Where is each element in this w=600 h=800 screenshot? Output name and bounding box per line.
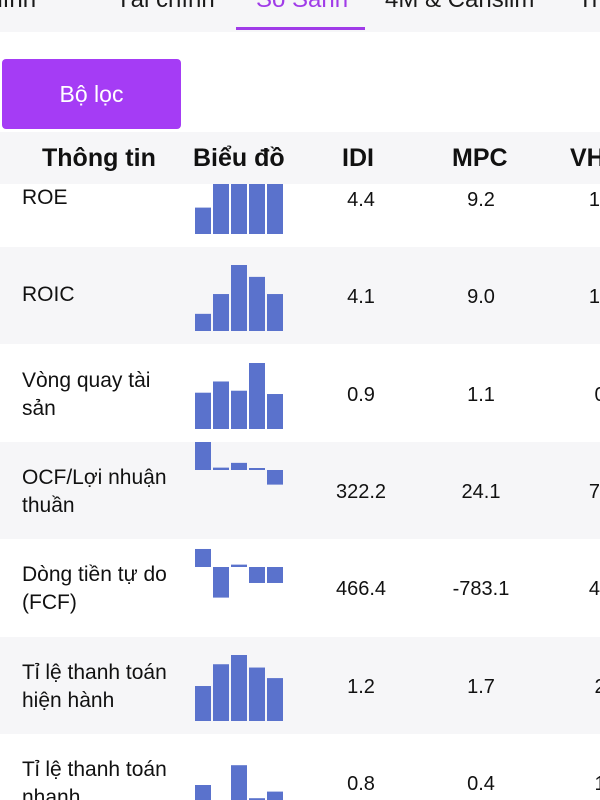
- header-mpc: MPC: [452, 144, 508, 172]
- tab-4m-canslim[interactable]: 4M & Canslim: [385, 0, 534, 14]
- sparkline-bar: [231, 564, 247, 567]
- sparkline-bar: [195, 442, 211, 470]
- sparkline-chart: [195, 265, 283, 331]
- row-label: OCF/Lợi nhuận thuần: [22, 466, 167, 517]
- sparkline-chart: [195, 765, 283, 800]
- tab-chinh[interactable]: Chính: [0, 0, 36, 14]
- sparkline-chart: [195, 548, 283, 598]
- sparkline-bar: [231, 655, 247, 721]
- sparkline-chart: [195, 363, 283, 429]
- sparkline-bar: [249, 363, 265, 429]
- sparkline-bar: [213, 181, 229, 234]
- sparkline-bar: [267, 678, 283, 721]
- sparkline-bar: [195, 686, 211, 721]
- cell-idi: 0.9: [347, 384, 375, 406]
- cell-idi: 466.4: [335, 578, 387, 600]
- row-label: ROIC: [22, 283, 75, 306]
- tab-so-sanh[interactable]: So Sánh: [256, 0, 348, 14]
- cell-idi: 322.2: [335, 481, 387, 503]
- sparkline-bar: [231, 390, 247, 429]
- sparkline-bar: [231, 168, 247, 234]
- sparkline-bar: [249, 567, 265, 583]
- sparkline-bar: [213, 567, 229, 598]
- cell-idi: 4.4: [347, 189, 375, 211]
- cell-vh: 0: [560, 384, 600, 407]
- row-label: Vòng quay tài sản: [22, 369, 151, 420]
- sparkline-bar: [195, 785, 211, 800]
- sparkline-bar: [195, 207, 211, 234]
- sparkline-bar: [249, 667, 265, 721]
- table-row[interactable]: ROIC 4.1 9.0 15: [0, 247, 600, 344]
- table-row[interactable]: OCF/Lợi nhuận thuần 322.2 24.1 74: [0, 442, 600, 539]
- cell-mpc: 0.4: [467, 773, 495, 795]
- sparkline-bar: [249, 168, 265, 234]
- sparkline-bar: [213, 664, 229, 721]
- sparkline-bar: [249, 798, 265, 800]
- sparkline-bar: [213, 467, 229, 470]
- header-chart: Biểu đồ: [193, 144, 285, 172]
- sparkline-bar: [195, 548, 211, 567]
- row-label: Tỉ lệ thanh toán hiện hành: [22, 661, 167, 712]
- cell-vh: 2: [560, 676, 600, 699]
- cell-idi: 4.1: [347, 286, 375, 308]
- row-label: Dòng tiền tự do (FCF): [22, 563, 167, 614]
- row-label: ROE: [22, 186, 68, 209]
- tab-more[interactable]: Tr: [578, 0, 600, 14]
- table-row[interactable]: Vòng quay tài sản 0.9 1.1 0: [0, 345, 600, 442]
- cell-mpc: 24.1: [461, 481, 501, 503]
- cell-vh: 15: [588, 286, 600, 308]
- sparkline-bar: [213, 294, 229, 331]
- table-row[interactable]: Dòng tiền tự do (FCF) 466.4 -783.1 43: [0, 539, 600, 636]
- cell-mpc: 1.7: [467, 676, 495, 698]
- cell-idi: 0.8: [347, 773, 375, 795]
- table-row[interactable]: Tỉ lệ thanh toán nhanh 0.8 0.4 1: [0, 734, 600, 800]
- sparkline-bar: [267, 470, 283, 485]
- sparkline-bar: [231, 265, 247, 331]
- table-header: Thông tin Biểu đồ IDI MPC VH: [0, 132, 600, 184]
- cell-idi: 1.2: [347, 676, 375, 698]
- cell-vh: 74: [588, 481, 600, 503]
- cell-vh: 1: [560, 773, 600, 796]
- tab-bar: Chính Tài chính So Sánh 4M & Canslim Tr: [0, 0, 600, 32]
- sparkline-bar: [267, 181, 283, 234]
- active-tab-indicator: [236, 27, 365, 30]
- sparkline-bar: [267, 294, 283, 331]
- sparkline-bar: [213, 381, 229, 429]
- table-row[interactable]: Tỉ lệ thanh toán hiện hành 1.2 1.7 2: [0, 637, 600, 734]
- sparkline-chart: [195, 168, 283, 234]
- header-vh: VH: [570, 144, 600, 172]
- sparkline-bar: [267, 567, 283, 583]
- sparkline-bar: [231, 765, 247, 800]
- sparkline-bar: [267, 394, 283, 429]
- sparkline-bar: [267, 791, 283, 800]
- table-row[interactable]: ROE 4.4 9.2 16: [0, 150, 600, 247]
- sparkline-chart: [195, 442, 283, 485]
- cell-vh: 16: [588, 189, 600, 211]
- sparkline-bar: [231, 462, 247, 470]
- sparkline-bar: [195, 392, 211, 429]
- cell-mpc: 9.0: [467, 286, 495, 308]
- header-info: Thông tin: [42, 144, 156, 172]
- header-idi: IDI: [342, 144, 374, 172]
- row-label: Tỉ lệ thanh toán nhanh: [22, 758, 167, 800]
- cell-mpc: 9.2: [467, 189, 495, 211]
- tab-tai-chinh[interactable]: Tài chính: [116, 0, 215, 14]
- sparkline-bar: [195, 313, 211, 331]
- filter-button[interactable]: Bộ lọc: [2, 59, 181, 129]
- cell-vh: 43: [588, 578, 600, 600]
- sparkline-bar: [249, 276, 265, 331]
- cell-mpc: 1.1: [467, 384, 495, 406]
- sparkline-bar: [249, 468, 265, 470]
- sparkline-chart: [195, 655, 283, 721]
- cell-mpc: -783.1: [452, 578, 510, 600]
